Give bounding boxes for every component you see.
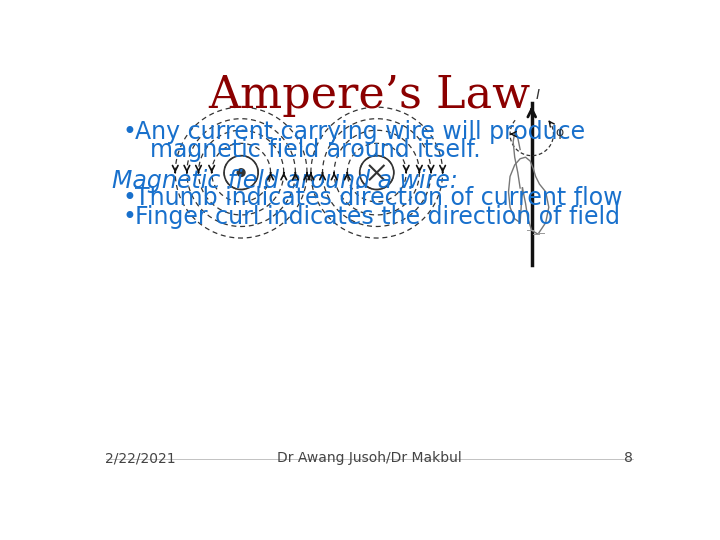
Text: Finger curl indicates the direction of field: Finger curl indicates the direction of f… bbox=[135, 205, 620, 229]
Text: Thumb indicates direction of current flow: Thumb indicates direction of current flo… bbox=[135, 186, 623, 211]
Text: magnetic field around itself.: magnetic field around itself. bbox=[150, 138, 481, 162]
Text: •: • bbox=[122, 205, 136, 229]
Text: •: • bbox=[122, 186, 136, 211]
Text: φ: φ bbox=[556, 126, 564, 139]
Text: Ampere’s Law: Ampere’s Law bbox=[208, 74, 530, 117]
Circle shape bbox=[238, 168, 245, 177]
Text: I: I bbox=[536, 88, 540, 102]
Text: Dr Awang Jusoh/Dr Makbul: Dr Awang Jusoh/Dr Makbul bbox=[276, 451, 462, 465]
Text: Magnetic field around a wire:: Magnetic field around a wire: bbox=[112, 168, 458, 193]
Text: 2/22/2021: 2/22/2021 bbox=[106, 451, 176, 465]
Text: •: • bbox=[122, 120, 136, 144]
Text: Any current carrying wire will produce: Any current carrying wire will produce bbox=[135, 120, 585, 144]
Text: 8: 8 bbox=[624, 451, 632, 465]
